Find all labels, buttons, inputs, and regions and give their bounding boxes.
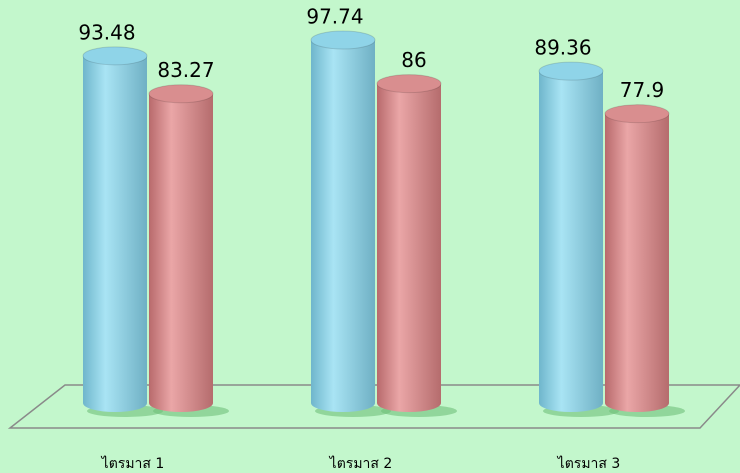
cylinder-top	[148, 84, 214, 104]
x-tick-label: ไตรมาส 1	[101, 455, 165, 472]
data-label: 93.48	[78, 20, 135, 44]
cylinder-body	[311, 40, 375, 412]
cylinder-top	[376, 74, 442, 94]
cylinder	[310, 30, 391, 417]
cylinder-body	[149, 93, 213, 413]
data-label: 97.74	[306, 5, 363, 29]
cylinder	[82, 46, 163, 417]
floor	[7, 384, 740, 429]
cylinder	[148, 84, 229, 417]
cylinder	[604, 104, 685, 417]
cylinder-body	[605, 113, 669, 412]
cylinder-body	[539, 71, 603, 412]
x-tick-label: ไตรมาส 3	[557, 455, 621, 472]
cylinder	[376, 74, 457, 417]
data-label: 86	[401, 48, 426, 72]
cylinder-top	[82, 46, 148, 66]
data-label: 89.36	[534, 36, 591, 60]
cylinder-top	[604, 104, 670, 124]
cylinder	[538, 61, 619, 417]
cylinder-top	[538, 61, 604, 81]
cylinder-body	[377, 83, 441, 412]
x-tick-label: ไตรมาส 2	[329, 455, 393, 472]
cylinder-body	[83, 55, 147, 413]
cylinder-top	[310, 30, 376, 50]
data-label: 83.27	[157, 58, 214, 82]
data-label: 77.9	[620, 78, 665, 102]
